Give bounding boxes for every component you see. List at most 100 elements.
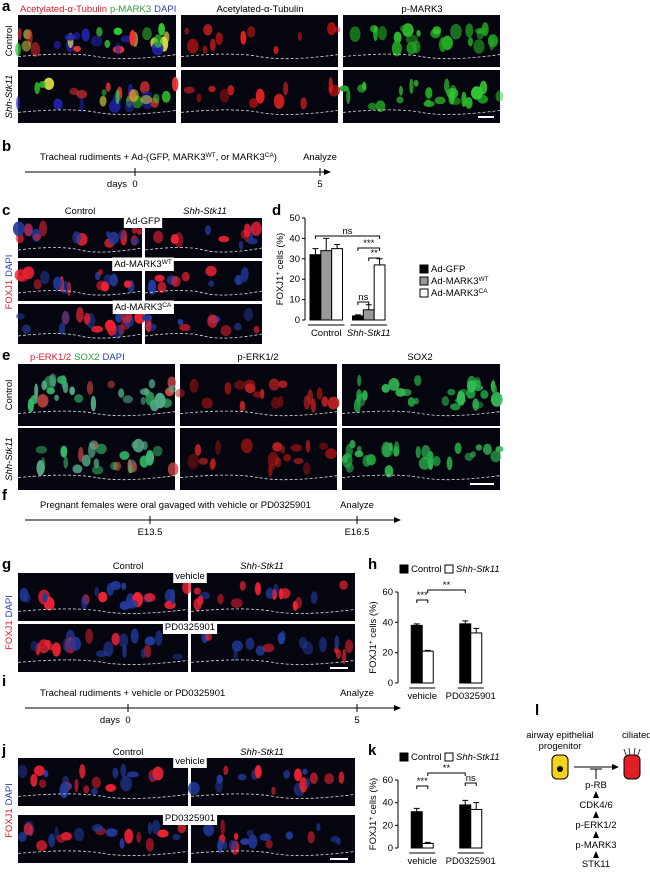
- cell-signal: [240, 30, 247, 45]
- cell-signal: [234, 380, 246, 390]
- cell-signal: [58, 322, 66, 335]
- cell-signal: [414, 375, 422, 386]
- label: FOXJ1 DAPI: [4, 595, 15, 650]
- cell-signal: [76, 307, 84, 323]
- cell-signal: [168, 385, 177, 393]
- error-bar: [323, 237, 330, 251]
- cell-signal: [271, 786, 276, 796]
- cell-signal: [218, 235, 230, 243]
- cell-signal: [23, 822, 33, 836]
- cell-signal: [40, 270, 50, 285]
- legend-swatch: [419, 276, 429, 286]
- cell-signal: [147, 279, 157, 295]
- text-part: WT: [162, 259, 172, 266]
- cell-signal: [48, 833, 56, 848]
- label: Analyze: [340, 688, 374, 699]
- label: Pregnant females were oral gavaged with …: [40, 500, 311, 511]
- cell-signal: [110, 461, 119, 471]
- cell-signal: [152, 445, 163, 457]
- cell-signal: [446, 456, 453, 471]
- cell-signal: [121, 582, 127, 590]
- cell-signal: [425, 87, 433, 99]
- cell-signal: [205, 632, 212, 641]
- cell-signal: [91, 325, 104, 333]
- cell-signal: [33, 233, 42, 241]
- legend-swatch: [444, 564, 454, 574]
- label: p-RB: [585, 780, 607, 791]
- cell-signal: [283, 81, 289, 96]
- cell-signal: [279, 588, 291, 599]
- group-label: vehicle: [407, 691, 437, 702]
- legend-label: Shh-Stk11: [456, 564, 500, 575]
- cell-signal: [35, 445, 48, 454]
- label: Control: [4, 380, 15, 411]
- label: airway epithelial: [526, 730, 594, 741]
- cell-signal: [205, 265, 217, 277]
- legend-label: Control: [411, 752, 442, 763]
- cell-signal: [144, 592, 156, 602]
- error-bar: [365, 304, 372, 310]
- significance-bracket: [416, 599, 429, 603]
- basement-membrane: [17, 793, 189, 799]
- cell-signal: [122, 644, 127, 659]
- significance-bracket: [416, 785, 429, 789]
- cell-signal: [152, 766, 164, 781]
- cell-signal: [321, 396, 329, 408]
- cell-signal: [425, 452, 435, 465]
- cell-signal: [141, 441, 148, 451]
- text-part: +: [368, 817, 375, 821]
- cell-signal: [475, 444, 483, 451]
- bar: [331, 248, 343, 321]
- cell-signal: [21, 324, 31, 334]
- significance-bracket: [357, 247, 381, 251]
- cell-signal: [59, 782, 69, 799]
- significance: ***: [417, 590, 428, 601]
- cell-signal: [432, 456, 441, 467]
- error-bar: [312, 248, 319, 255]
- cell-signal: [299, 777, 308, 793]
- text-part: Tracheal rudiments + Ad-(GFP, MARK3: [40, 152, 206, 163]
- label: Tracheal rudiments + vehicle or PD032590…: [40, 688, 225, 699]
- cell-signal: [56, 834, 66, 843]
- cell-signal: [43, 769, 49, 778]
- label: Ad-GFP: [126, 216, 160, 227]
- cell-signal: [38, 220, 48, 237]
- text-part: DAPI: [4, 783, 15, 805]
- cell-signal: [16, 96, 21, 111]
- legend-swatch: [419, 288, 429, 298]
- cell-signal: [91, 465, 104, 475]
- significance: **: [443, 580, 451, 591]
- cell-signal: [100, 281, 110, 292]
- text-part: CA: [162, 302, 172, 309]
- cell-signal: [175, 388, 185, 398]
- text-part: Shh-Stk11: [456, 564, 500, 575]
- cell-signal: [196, 93, 202, 103]
- cell-signal: [234, 322, 242, 331]
- cell-signal: [230, 598, 243, 608]
- label: PD0325901: [165, 622, 215, 633]
- cell-signal: [153, 230, 164, 244]
- cell-signal: [253, 325, 260, 334]
- cell-signal: [238, 240, 244, 250]
- cell-signal: [157, 281, 167, 294]
- label: FOXJ1+ cells (%): [368, 601, 380, 673]
- cell-signal: [85, 628, 94, 644]
- cell-signal: [483, 443, 492, 455]
- bar: [320, 250, 333, 321]
- text-part: Ad-MARK3: [431, 288, 479, 299]
- cell-signal: [294, 768, 302, 782]
- cell-signal: [81, 28, 90, 42]
- cell-signal: [319, 442, 328, 450]
- bar: [421, 842, 434, 849]
- label: ciliated cell: [622, 730, 650, 741]
- cell-signal: [118, 388, 125, 398]
- cell-signal: [303, 395, 311, 410]
- label: Control: [113, 561, 144, 572]
- cell-signal: [241, 438, 253, 454]
- cell-signal: [158, 22, 165, 36]
- cell-signal: [152, 93, 160, 104]
- cell-signal: [339, 85, 349, 92]
- cell-signal: [243, 223, 251, 238]
- cell-signal: [377, 26, 387, 41]
- cell-signal: [101, 89, 107, 96]
